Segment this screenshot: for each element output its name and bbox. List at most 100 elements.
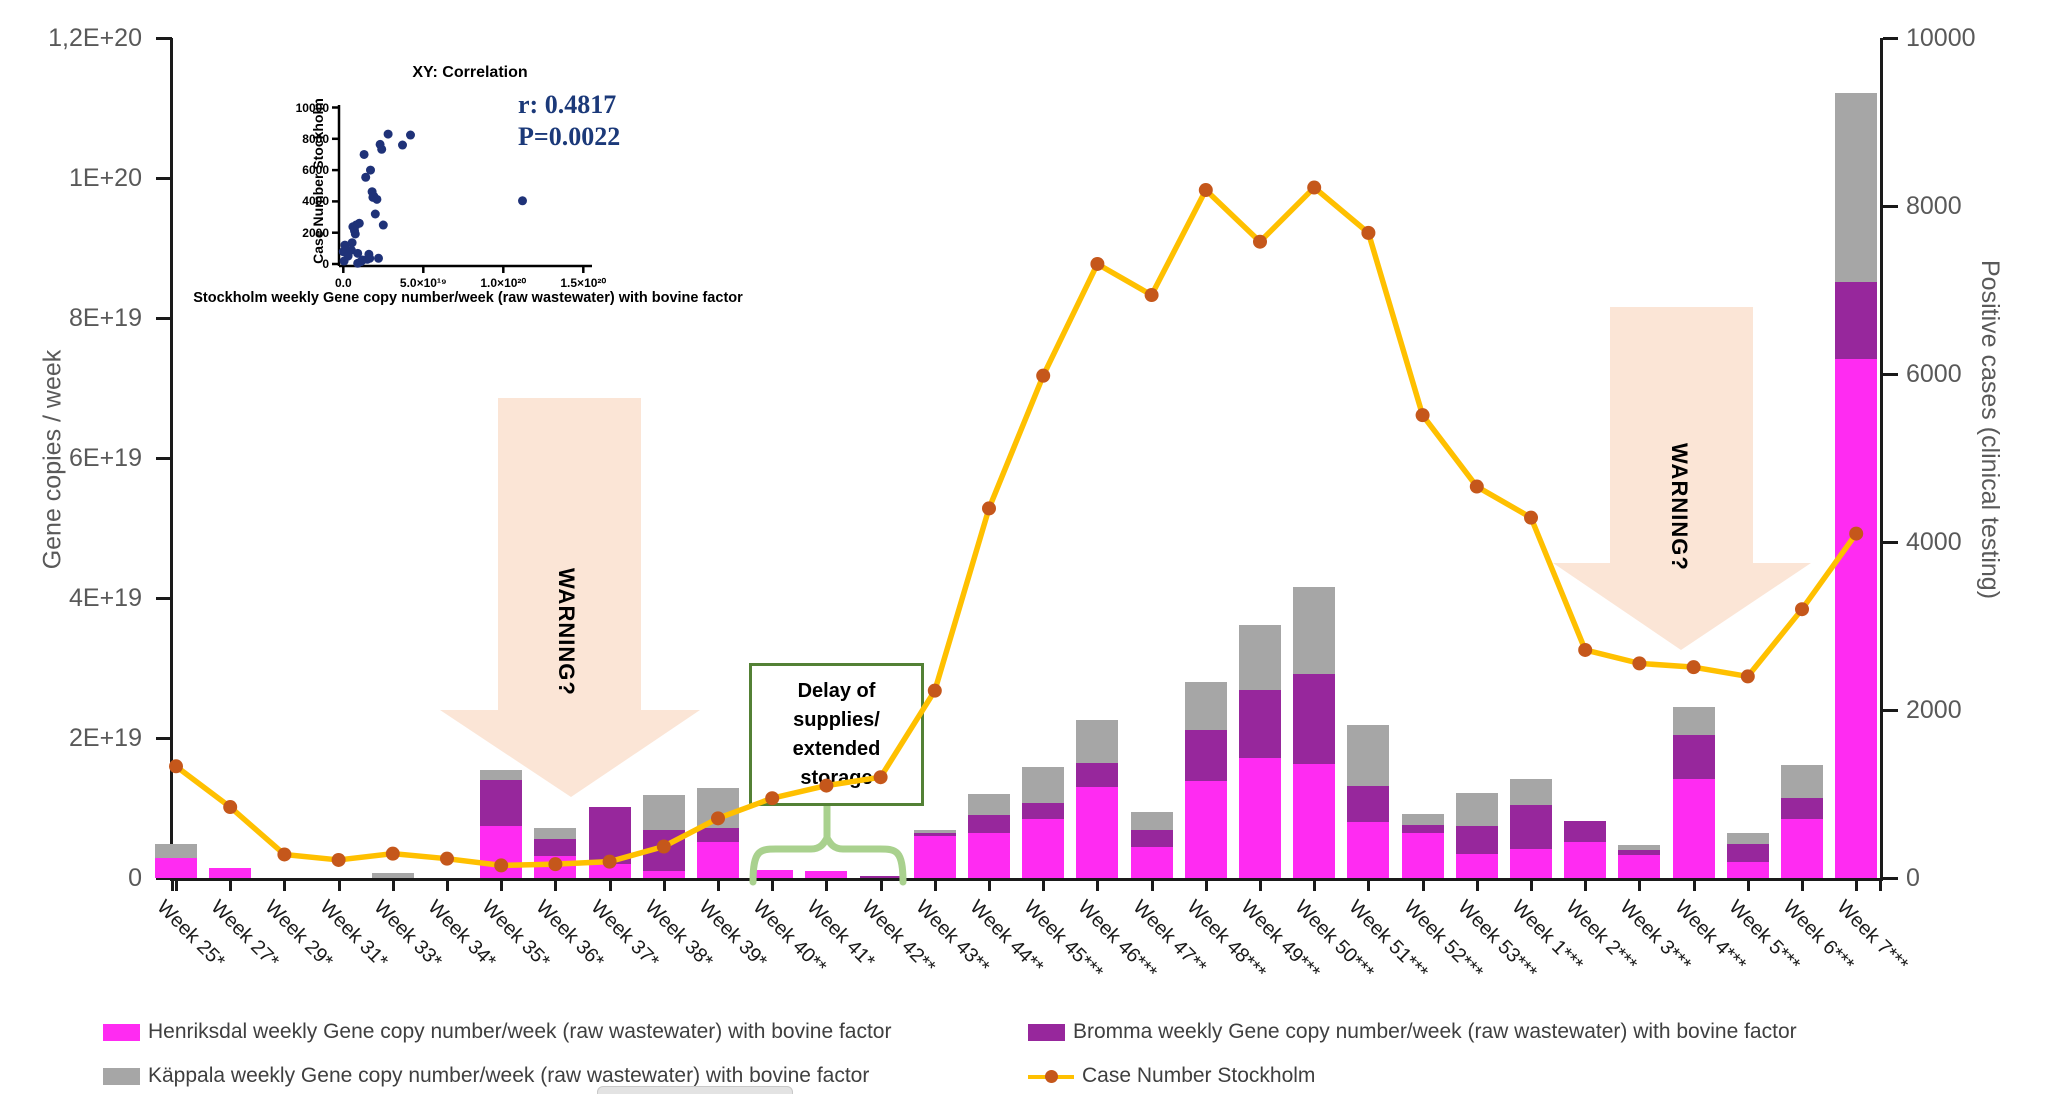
bar-segment-henriksdal <box>751 869 794 878</box>
x-tick <box>1096 878 1100 891</box>
inset-x-tick-label: 5.0×10¹⁹ <box>399 276 447 290</box>
bar-segment-bromma <box>480 780 523 826</box>
right-tick <box>1883 709 1898 712</box>
y-tick-label: 8E+19 <box>69 304 142 332</box>
bar-segment-bromma <box>1076 763 1119 787</box>
inset-x-tick-label: 1.5×10²⁰ <box>560 276 607 290</box>
bar-segment-bromma <box>1239 690 1281 759</box>
bar-segment-henriksdal <box>588 864 631 878</box>
inset-scatter-point <box>365 253 375 263</box>
bar-segment-kappala <box>1347 724 1390 787</box>
case-number-point <box>277 847 292 862</box>
x-tick <box>1530 878 1533 891</box>
bar-segment-bromma <box>588 806 631 864</box>
x-tick <box>1801 878 1804 891</box>
correlation-inset: XY: Correlation r: 0.4817 P=0.0022 Case … <box>193 60 820 360</box>
bar-segment-henriksdal <box>1022 818 1065 878</box>
legend-label: Käppala weekly Gene copy number/week (ra… <box>148 1064 870 1087</box>
x-tick <box>446 878 449 891</box>
bar-segment-bromma <box>1401 824 1444 834</box>
bar-segment-bromma <box>1618 850 1661 855</box>
inset-x-tick-label: 0.0 <box>334 276 352 290</box>
bar-week-16 <box>968 0 1010 878</box>
bar-segment-kappala <box>1076 719 1119 764</box>
bar-segment-kappala <box>1184 682 1227 730</box>
bar-segment-kappala <box>1130 811 1173 831</box>
kappala-swatch <box>103 1067 140 1085</box>
x-tick <box>879 878 883 891</box>
bar-segment-henriksdal <box>209 868 252 878</box>
bar-week-22 <box>1293 0 1336 878</box>
bar-segment-henriksdal <box>1401 833 1444 878</box>
bar-segment-kappala <box>534 827 577 839</box>
bar-segment-henriksdal <box>913 836 956 878</box>
bar-segment-henriksdal <box>1184 781 1227 878</box>
bar-week-14 <box>859 0 902 878</box>
x-tick <box>1367 878 1371 891</box>
x-tick <box>554 878 558 891</box>
bar-segment-bromma <box>1781 798 1823 819</box>
inset-scatter-point <box>377 144 387 154</box>
inset-plot <box>332 105 592 273</box>
x-tick <box>988 878 991 891</box>
case-number-point <box>1740 669 1755 684</box>
bar-segment-bromma <box>1564 821 1607 842</box>
bar-week-30 <box>1726 0 1769 878</box>
bar-segment-kappala <box>1239 624 1281 691</box>
inset-p-value: P=0.0022 <box>518 122 621 151</box>
case-number-point <box>602 854 617 869</box>
x-tick <box>1879 878 1882 891</box>
legend-label: Bromma weekly Gene copy number/week (raw… <box>1073 1020 1797 1043</box>
bar-week-27 <box>1564 0 1607 878</box>
bar-segment-henriksdal <box>642 871 685 878</box>
bar-segment-kappala <box>1781 765 1823 799</box>
y-tick <box>156 457 172 460</box>
y-tick <box>156 597 172 600</box>
warning-arrow-down-icon <box>1553 307 1811 650</box>
x-tick <box>1313 878 1317 891</box>
bar-segment-henriksdal <box>1618 854 1661 878</box>
legend-label: Case Number Stockholm <box>1082 1064 1316 1087</box>
bar-week-23 <box>1347 0 1390 878</box>
case-number-point <box>765 791 780 806</box>
inset-y-tick-label: 4000 <box>302 194 329 209</box>
case-number-point <box>169 759 183 774</box>
case-number-point <box>1632 656 1647 671</box>
x-tick <box>933 878 937 891</box>
bar-segment-kappala <box>155 843 197 858</box>
x-tick <box>337 878 341 891</box>
delay-box-line: Delay of <box>797 679 876 702</box>
bar-segment-henriksdal <box>1130 846 1173 878</box>
inset-scatter-point <box>374 253 383 263</box>
x-tick <box>1584 878 1588 891</box>
legend-item-case-number: Case Number Stockholm <box>1028 1064 1315 1088</box>
case-number-point <box>1144 288 1159 303</box>
case-number-point <box>1415 408 1430 423</box>
bar-segment-kappala <box>1293 586 1336 675</box>
x-tick <box>662 878 666 891</box>
bar-segment-henriksdal <box>1510 848 1552 878</box>
right-tick <box>1883 37 1898 40</box>
bar-segment-kappala <box>371 873 414 878</box>
y-tick <box>156 37 172 40</box>
inset-scatter-point <box>347 238 357 248</box>
bar-week-1 <box>155 0 197 878</box>
right-axis-line <box>1880 38 1883 878</box>
inset-y-tick-label: 0 <box>322 257 329 271</box>
bar-segment-kappala <box>642 795 685 831</box>
x-tick <box>1855 878 1859 891</box>
bar-segment-henriksdal <box>968 832 1010 878</box>
inset-y-tick-label: 10000 <box>295 100 329 115</box>
right-tick-label: 6000 <box>1906 360 1962 388</box>
bar-segment-henriksdal <box>1239 758 1281 878</box>
bar-segment-kappala <box>1510 779 1552 806</box>
right-tick-label: 0 <box>1906 864 1920 892</box>
bar-week-29 <box>1672 0 1715 878</box>
bar-week-5 <box>371 0 414 878</box>
warning-arrow-down-icon <box>440 398 700 797</box>
inset-scatter-point <box>350 229 360 239</box>
right-axis-title: Positive cases (clinical testing) <box>1976 260 2004 600</box>
bar-segment-henriksdal <box>1347 822 1390 878</box>
case-number-point <box>1036 368 1051 383</box>
